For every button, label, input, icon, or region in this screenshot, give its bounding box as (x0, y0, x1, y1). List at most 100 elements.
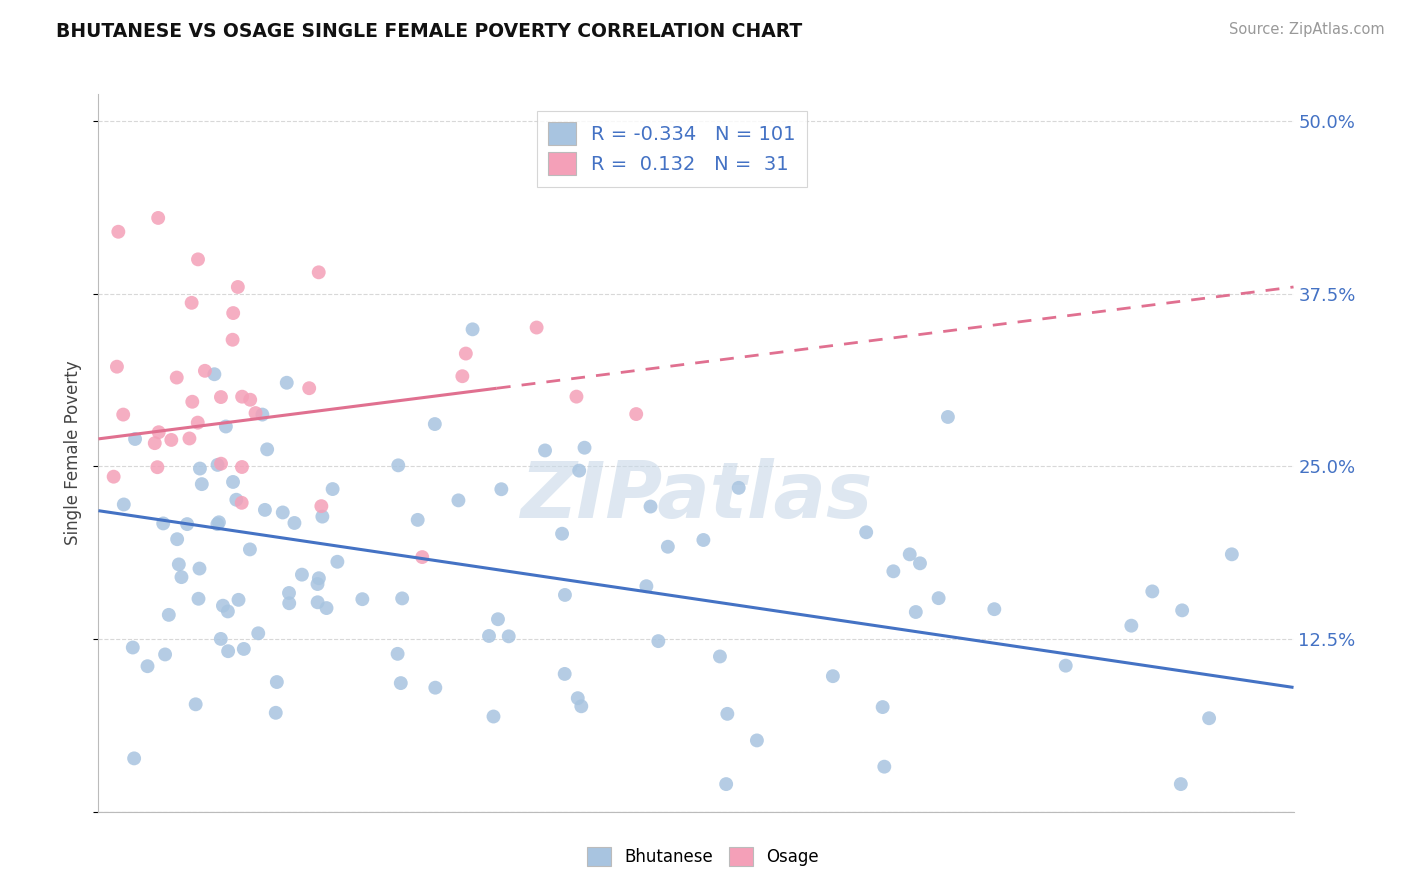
Point (170, 570, 193, 584)
Point (217, 644, 239, 658)
Point (498, 629, 520, 643)
Point (245, 406, 267, 420)
Point (311, 499, 333, 513)
Point (447, 493, 470, 508)
Point (180, 295, 202, 310)
Point (626, 407, 648, 421)
Point (308, 571, 330, 585)
Point (908, 557, 931, 571)
Point (406, 513, 429, 527)
Point (231, 390, 253, 404)
Point (636, 579, 658, 593)
Point (188, 461, 211, 475)
Text: ZIPatlas: ZIPatlas (520, 458, 872, 533)
Point (105, 359, 128, 374)
Point (187, 252, 209, 267)
Point (136, 659, 159, 673)
Point (152, 516, 174, 531)
Point (176, 517, 198, 532)
Point (709, 649, 731, 664)
Point (936, 409, 959, 424)
Point (278, 596, 301, 610)
Point (276, 376, 298, 390)
Point (565, 390, 588, 404)
Point (143, 436, 166, 450)
Point (157, 607, 180, 622)
Point (326, 555, 349, 569)
Text: Source: ZipAtlas.com: Source: ZipAtlas.com (1229, 22, 1385, 37)
Point (478, 629, 501, 643)
Point (872, 700, 894, 714)
Point (454, 346, 477, 360)
Point (181, 394, 204, 409)
Point (882, 564, 904, 578)
Point (187, 591, 209, 606)
Point (389, 676, 412, 690)
Point (983, 602, 1005, 616)
Point (122, 751, 145, 765)
Point (423, 417, 446, 431)
Point (291, 567, 314, 582)
Point (574, 441, 596, 455)
Point (904, 605, 927, 619)
Point (898, 547, 921, 561)
Point (166, 370, 188, 384)
Point (146, 460, 169, 475)
Y-axis label: Single Female Poverty: Single Female Poverty (65, 360, 83, 545)
Legend: Bhutanese, Osage: Bhutanese, Osage (581, 840, 825, 873)
Point (322, 482, 344, 496)
Point (124, 432, 146, 446)
Point (391, 591, 413, 606)
Point (112, 408, 135, 422)
Point (461, 322, 484, 336)
Point (534, 443, 557, 458)
Point (225, 492, 247, 507)
Point (222, 306, 245, 320)
Point (526, 320, 548, 334)
Point (727, 481, 749, 495)
Point (387, 647, 409, 661)
Point (298, 381, 321, 395)
Point (188, 561, 211, 575)
Point (569, 699, 592, 714)
Point (1198, 711, 1220, 725)
Point (112, 498, 135, 512)
Point (716, 706, 738, 721)
Point (1220, 547, 1243, 561)
Point (187, 416, 209, 430)
Text: BHUTANESE VS OSAGE SINGLE FEMALE POVERTY CORRELATION CHART: BHUTANESE VS OSAGE SINGLE FEMALE POVERTY… (56, 22, 803, 41)
Point (855, 525, 877, 540)
Point (1170, 777, 1192, 791)
Point (221, 333, 243, 347)
Point (482, 709, 505, 723)
Point (486, 612, 509, 626)
Point (1054, 658, 1077, 673)
Point (231, 496, 253, 510)
Point (745, 733, 768, 747)
Point (315, 601, 337, 615)
Point (148, 211, 170, 225)
Point (209, 632, 232, 646)
Point (451, 369, 474, 384)
Point (208, 516, 231, 530)
Point (107, 225, 129, 239)
Point (821, 669, 844, 683)
Point (252, 408, 274, 422)
Point (271, 506, 294, 520)
Point (714, 777, 737, 791)
Point (194, 364, 217, 378)
Point (226, 280, 249, 294)
Point (202, 368, 225, 382)
Point (283, 516, 305, 530)
Point (928, 591, 950, 606)
Legend: R = -0.334   N = 101, R =  0.132   N =  31: R = -0.334 N = 101, R = 0.132 N = 31 (537, 111, 807, 186)
Point (278, 586, 301, 600)
Point (647, 634, 669, 648)
Point (491, 482, 513, 496)
Point (554, 588, 576, 602)
Point (232, 642, 254, 657)
Point (148, 425, 170, 440)
Point (231, 460, 253, 475)
Point (1142, 584, 1164, 599)
Point (160, 433, 183, 447)
